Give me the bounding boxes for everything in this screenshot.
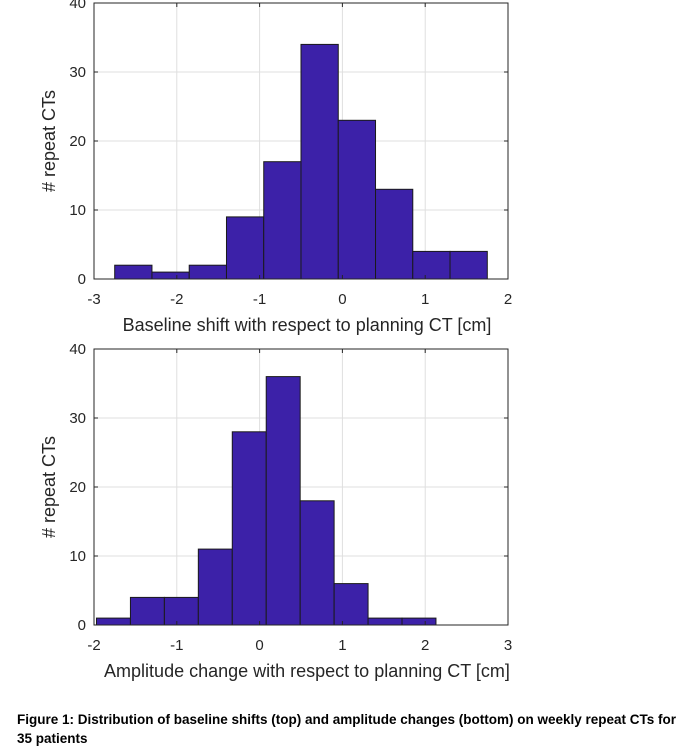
histogram-bar-8 <box>333 583 369 626</box>
histogram-bar-2 <box>129 596 165 626</box>
histogram-bar-4 <box>197 548 233 626</box>
x-tick-label: -2 <box>87 637 100 654</box>
y-tick-label: 0 <box>78 617 86 634</box>
y-tick-label: 10 <box>69 202 86 219</box>
y-tick-label: 0 <box>78 271 86 288</box>
histogram-bar-6 <box>300 43 339 280</box>
y-tick-label: 30 <box>69 410 86 427</box>
x-tick-label: 3 <box>504 637 512 654</box>
x-tick-label: 1 <box>338 637 346 654</box>
histogram-bar-9 <box>412 250 451 280</box>
histogram-bar-8 <box>375 188 414 280</box>
x-tick-label: 1 <box>421 291 429 308</box>
histogram-bar-1 <box>95 617 131 626</box>
histogram-bar-7 <box>299 500 335 626</box>
y-tick-label: 30 <box>69 64 86 81</box>
histogram-bar-1 <box>114 264 153 280</box>
y-axis-label: # repeat CTs <box>39 436 59 538</box>
y-axis-label: # repeat CTs <box>39 90 59 192</box>
histogram-bar-6 <box>265 376 301 626</box>
histogram-bar-9 <box>367 617 403 626</box>
y-tick-label: 10 <box>69 548 86 565</box>
histogram-bar-10 <box>401 617 437 626</box>
y-tick-label: 20 <box>69 133 86 150</box>
histogram-bar-2 <box>151 271 190 280</box>
x-axis-label: Baseline shift with respect to planning … <box>123 315 492 335</box>
x-tick-label: -1 <box>170 637 183 654</box>
y-tick-label: 40 <box>69 341 86 358</box>
histogram-bar-3 <box>188 264 227 280</box>
histogram-bar-10 <box>449 250 488 280</box>
histogram-bar-4 <box>225 216 265 280</box>
y-tick-label: 40 <box>69 0 86 12</box>
histogram-bar-3 <box>163 596 199 626</box>
x-tick-label: 2 <box>504 291 512 308</box>
histogram-bar-7 <box>337 119 377 280</box>
x-tick-label: -1 <box>253 291 266 308</box>
x-tick-label: 0 <box>255 637 263 654</box>
histogram-bar-5 <box>263 161 302 280</box>
x-tick-label: -2 <box>170 291 183 308</box>
x-tick-label: 0 <box>338 291 346 308</box>
x-axis-label: Amplitude change with respect to plannin… <box>104 661 510 681</box>
x-tick-label: 2 <box>421 637 429 654</box>
figure-caption: Figure 1: Distribution of baseline shift… <box>17 712 677 746</box>
x-tick-label: -3 <box>87 291 100 308</box>
y-tick-label: 20 <box>69 479 86 496</box>
histogram-bar-5 <box>231 431 267 626</box>
